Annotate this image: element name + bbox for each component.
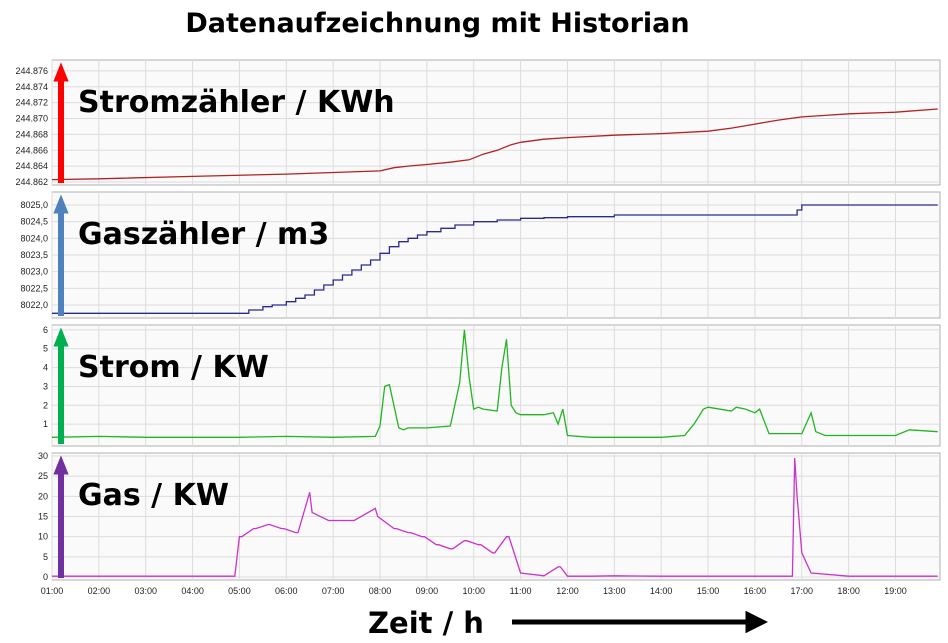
y-tick-label: 10 [38,532,48,542]
x-tick-label: 15:00 [697,586,720,596]
y-tick-label: 244.862 [15,177,48,187]
y-tick-label: 4 [43,363,48,373]
chart-panel-4: 0 5 10 15 20 25 30 Gas / KW [38,451,941,582]
y-tick-label: 8023,5 [20,250,48,260]
page-title: Datenaufzeichnung mit Historian [185,8,690,39]
x-tick-label: 19:00 [884,586,907,596]
y-tick-label: 244.874 [15,82,48,92]
x-tick-label: 01:00 [41,586,64,596]
x-tick-label: 04:00 [181,586,204,596]
panel-title: Gas / KW [78,478,229,513]
x-axis-label: Zeit / h [368,606,484,640]
y-tick-label: 0 [43,572,48,582]
panel-title: Gaszähler / m3 [78,217,329,252]
y-tick-label: 20 [38,491,48,501]
panel-title: Strom / KW [78,350,269,385]
y-tick-label: 15 [38,512,48,522]
y-tick-label: 8024,0 [20,233,48,243]
plot-area [51,59,941,186]
y-tick-label: 8022,0 [20,300,48,310]
x-tick-label: 02:00 [88,586,111,596]
series-line [52,204,938,314]
x-tick-label: 13:00 [603,586,626,596]
y-tick-label: 8023,0 [20,267,48,277]
y-tick-label: 5 [43,344,48,354]
x-tick-label: 12:00 [556,586,579,596]
y-tick-label: 244.872 [15,98,48,108]
y-tick-label: 8025,0 [20,200,48,210]
y-tick-label: 30 [38,451,48,461]
x-tick-label: 03:00 [134,586,157,596]
y-tick-label: 1 [43,419,48,429]
y-tick-label: 25 [38,471,48,481]
y-tick-label: 244.864 [15,161,48,171]
x-tick-label: 05:00 [228,586,251,596]
y-tick-label: 3 [43,381,48,391]
x-tick-label: 07:00 [322,586,345,596]
chart-panel-2: 8022,0 8022,5 8023,0 8023,5 8024,0 8024,5 8025… [20,191,941,319]
x-tick-label: 06:00 [275,586,298,596]
y-tick-label: 2 [43,400,48,410]
x-tick-label: 16:00 [744,586,767,596]
x-tick-label: 14:00 [650,586,673,596]
x-tick-label: 08:00 [369,586,392,596]
x-tick-label: 17:00 [790,586,813,596]
y-tick-label: 244.876 [15,66,48,76]
panel-title: Stromzähler / KWh [78,85,395,120]
series-line [51,329,938,438]
plot-area [51,324,941,447]
y-tick-label: 5 [43,552,48,562]
y-tick-label: 244.866 [15,145,48,155]
y-tick-label: 6 [43,325,48,335]
y-tick-label: 244.868 [15,129,48,139]
x-tick-label: 11:00 [510,586,532,596]
y-tick-label: 8022,5 [20,283,48,293]
x-tick-label: 09:00 [416,586,439,596]
y-tick-label: 8024,5 [20,217,48,227]
x-tick-label: 18:00 [837,586,860,596]
x-tick-label: 10:00 [462,586,485,596]
series-line [51,108,938,181]
series-line [52,457,938,577]
chart-panel-1: 244.862 244.864 244.866 244.868 244.870 244.8… [15,59,941,187]
chart-panel-3: 1 2 3 4 5 6 Strom / KW [43,324,941,447]
y-tick-label: 244.870 [15,114,48,124]
